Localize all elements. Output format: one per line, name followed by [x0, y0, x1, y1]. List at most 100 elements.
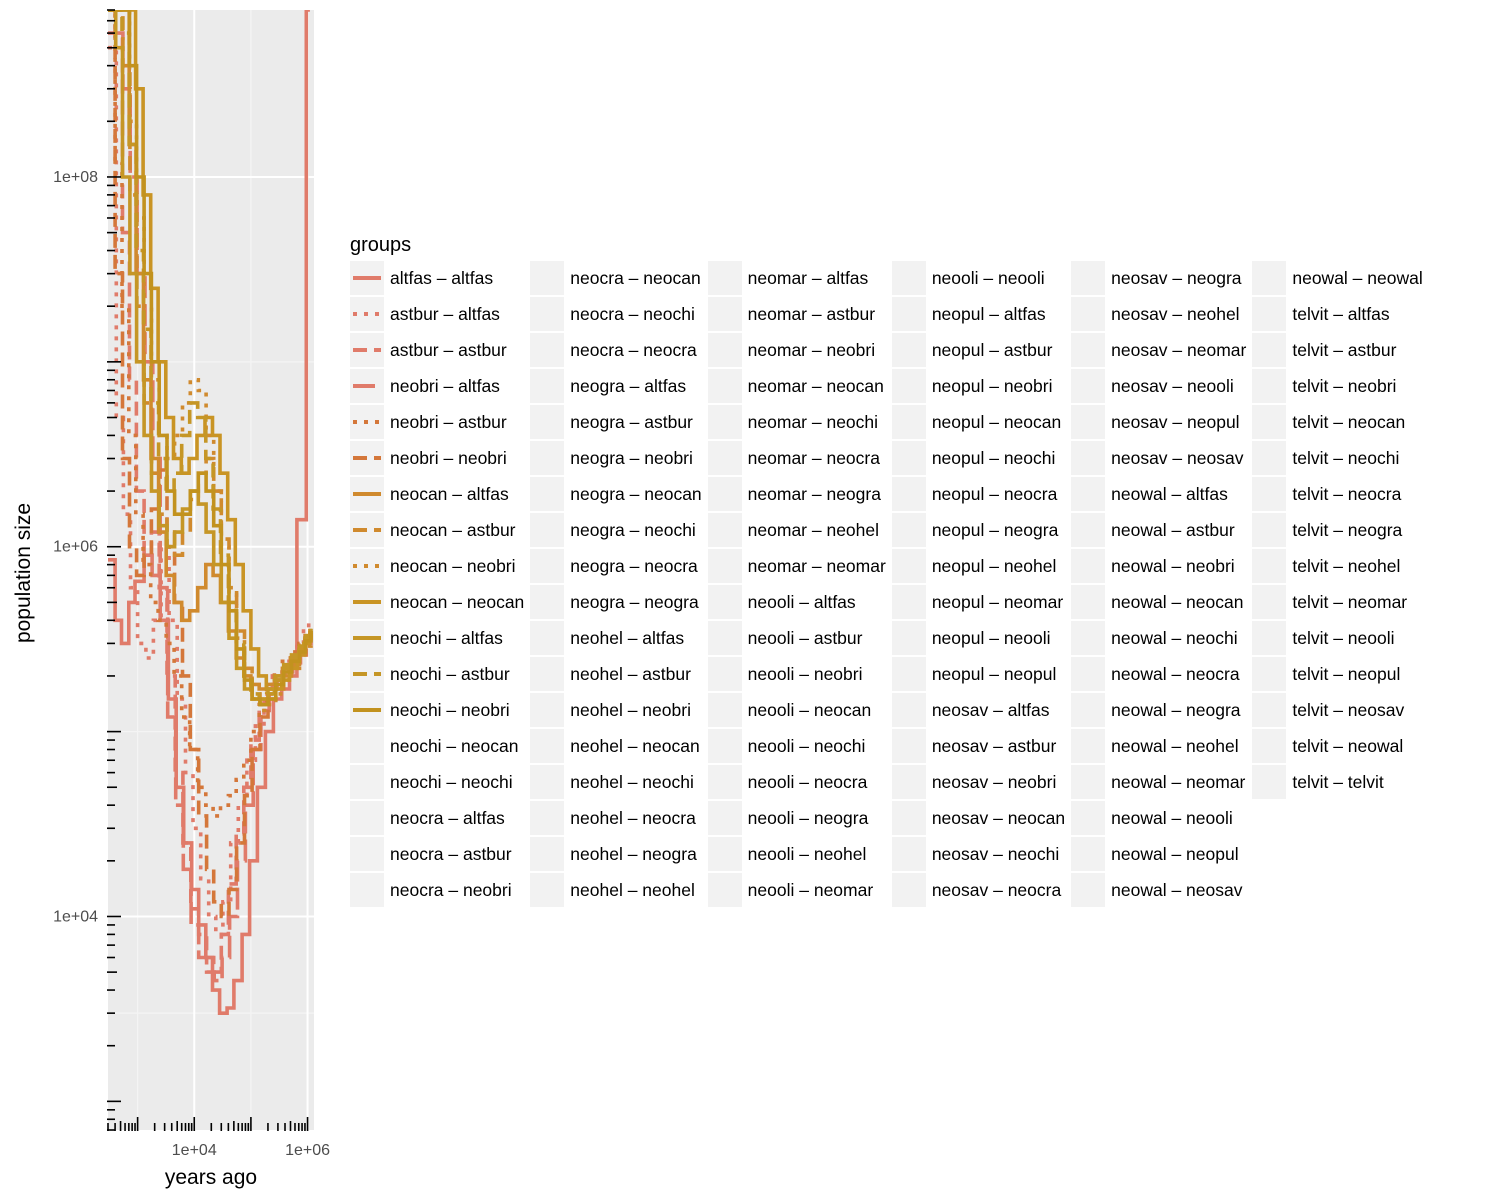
- legend-label: neocan – neobri: [390, 555, 516, 576]
- legend-item: neopul – astbur: [891, 332, 1071, 368]
- legend-item: telvit – neosav: [1252, 692, 1428, 728]
- legend-title: groups: [350, 234, 412, 256]
- legend-label: neohel – neocra: [570, 807, 696, 828]
- legend-key: [891, 513, 926, 547]
- legend-item: neohel – neocra: [530, 800, 707, 836]
- legend-item: neogra – neogra: [530, 584, 707, 620]
- legend-label: telvit – neomar: [1292, 591, 1408, 612]
- legend-label: neooli – neocra: [747, 771, 868, 792]
- legend-item: neopul – neocra: [891, 476, 1071, 512]
- legend-item: telvit – neocra: [1252, 476, 1428, 512]
- series-layer: [108, 10, 313, 1015]
- legend-column: neocra – neocan neocra – neochi neocra – n…: [530, 260, 707, 908]
- legend-label: neopul – neopul: [931, 663, 1057, 684]
- legend-key: [1252, 261, 1287, 295]
- legend-key: [530, 261, 565, 295]
- legend-key: [1252, 549, 1287, 583]
- legend-key: [1071, 477, 1106, 511]
- legend-key: [891, 729, 926, 763]
- series-line-5: [108, 10, 313, 919]
- legend-label: neogra – altfas: [570, 375, 687, 396]
- legend-item: neomar – neocra: [707, 440, 892, 476]
- legend-key: [707, 513, 742, 547]
- legend-item: neosav – neosav: [1071, 440, 1252, 476]
- legend-key: [1252, 441, 1287, 475]
- legend-item: neocan – astbur: [350, 512, 530, 548]
- legend-key: [1071, 369, 1106, 403]
- legend-item: telvit – telvit: [1252, 764, 1428, 800]
- legend-key: [707, 549, 742, 583]
- legend-item: neopul – neocan: [891, 404, 1071, 440]
- legend-item: neochi – neocan: [350, 728, 530, 764]
- legend-key: [707, 405, 742, 439]
- legend-label: telvit – neochi: [1292, 447, 1400, 468]
- legend-label: neocan – neocan: [390, 591, 525, 612]
- legend-key: [530, 405, 565, 439]
- legend-label: telvit – neocra: [1292, 483, 1402, 504]
- legend-key: [530, 837, 565, 871]
- legend-label: telvit – neooli: [1292, 627, 1395, 648]
- legend-key: [350, 585, 384, 619]
- plot-area: 1e+04 1e+06 1e+08 1e+04 1e+06 years ago popu…: [12, 9, 330, 1189]
- legend-key: [707, 765, 742, 799]
- legend-key: [530, 477, 565, 511]
- legend-item: neosav – neooli: [1071, 368, 1252, 404]
- legend-column: neooli – neooli neopul – altfas neopul – a…: [891, 260, 1071, 908]
- legend-key: [707, 657, 742, 691]
- legend-label: neooli – astbur: [747, 627, 863, 648]
- legend-key: [1071, 333, 1106, 367]
- legend-key: [1071, 405, 1106, 439]
- legend-item: neomar – neomar: [707, 548, 892, 584]
- x-axis-title: years ago: [165, 1166, 257, 1189]
- legend-label: neocan – altfas: [390, 483, 509, 504]
- legend-item: telvit – neowal: [1252, 728, 1428, 764]
- legend-key: [707, 369, 742, 403]
- legend-label: neopul – neocan: [931, 411, 1062, 432]
- legend-key: [530, 441, 565, 475]
- legend-item: neowal – astbur: [1071, 512, 1252, 548]
- legend-label: neopul – neooli: [931, 627, 1051, 648]
- legend-key: [530, 801, 565, 835]
- legend-key: [707, 729, 742, 763]
- legend-item: neooli – neooli: [891, 260, 1071, 296]
- legend-label: neohel – neochi: [570, 771, 694, 792]
- legend-item: telvit – neobri: [1252, 368, 1428, 404]
- legend-item: neopul – neobri: [891, 368, 1071, 404]
- legend-key: [350, 729, 384, 763]
- legend-label: neowal – astbur: [1111, 519, 1235, 540]
- legend-key: [1071, 729, 1106, 763]
- legend-label: neochi – neochi: [390, 771, 513, 792]
- legend-item: neohel – altfas: [530, 620, 707, 656]
- legend-item: neosav – neobri: [891, 764, 1071, 800]
- legend-item: neochi – altfas: [350, 620, 530, 656]
- legend-key: [707, 261, 742, 295]
- legend-item: neobri – neobri: [350, 440, 530, 476]
- legend-label: neowal – neosav: [1111, 879, 1243, 900]
- legend-key: [1252, 369, 1287, 403]
- legend-item: neohel – astbur: [530, 656, 707, 692]
- legend-key: [1071, 549, 1106, 583]
- legend-key: [530, 657, 565, 691]
- legend-item: neogra – neobri: [530, 440, 707, 476]
- legend-label: neocra – astbur: [390, 843, 512, 864]
- legend-key: [707, 801, 742, 835]
- legend-item: neocra – altfas: [350, 800, 530, 836]
- legend-key: [891, 693, 926, 727]
- legend-key: [530, 297, 565, 331]
- legend-column: neomar – altfas neomar – astbur neomar – n…: [707, 260, 892, 908]
- legend-key: [1252, 765, 1287, 799]
- legend-item: neocan – neocan: [350, 584, 530, 620]
- legend-label: neogra – neochi: [570, 519, 696, 540]
- legend-item: neohel – neogra: [530, 836, 707, 872]
- legend-label: telvit – astbur: [1292, 339, 1397, 360]
- legend-key: [350, 333, 384, 367]
- legend-label: neowal – neobri: [1111, 555, 1235, 576]
- legend-label: neosav – neobri: [931, 771, 1057, 792]
- legend-item: telvit – neomar: [1252, 584, 1428, 620]
- legend-key: [1252, 621, 1287, 655]
- legend-label: neohel – neohel: [570, 879, 695, 900]
- legend-item: telvit – astbur: [1252, 332, 1428, 368]
- legend-item: neopul – neopul: [891, 656, 1071, 692]
- legend-label: neosav – neocra: [931, 879, 1062, 900]
- legend-label: neosav – neooli: [1111, 375, 1234, 396]
